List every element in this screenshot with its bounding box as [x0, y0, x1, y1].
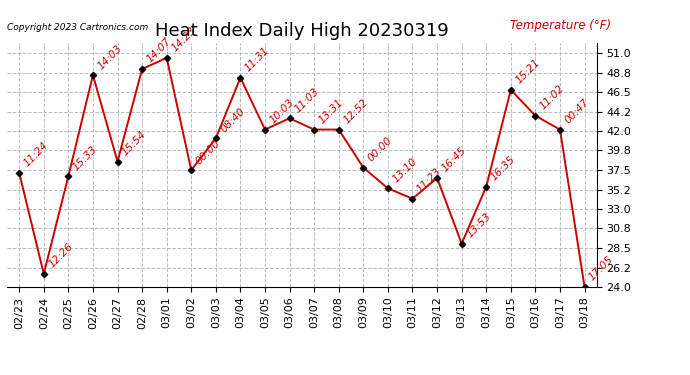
Point: [431, 175, 442, 181]
Point: [333, 126, 344, 132]
Text: 14:03: 14:03: [96, 43, 124, 71]
Text: 11:31: 11:31: [243, 45, 271, 74]
Point: [555, 126, 566, 132]
Point: [481, 184, 492, 190]
Text: 11:03: 11:03: [293, 86, 321, 114]
Text: 14:23: 14:23: [170, 26, 198, 54]
Point: [579, 284, 590, 290]
Text: 15:54: 15:54: [120, 129, 148, 158]
Point: [161, 55, 172, 61]
Text: 15:33: 15:33: [71, 144, 99, 172]
Point: [137, 66, 148, 72]
Point: [88, 72, 99, 78]
Text: Copyright 2023 Cartronics.com: Copyright 2023 Cartronics.com: [7, 23, 148, 32]
Point: [284, 116, 295, 122]
Text: 00:00: 00:00: [366, 135, 395, 164]
Point: [358, 165, 369, 171]
Point: [235, 75, 246, 81]
Text: 11:24: 11:24: [22, 140, 50, 169]
Point: [308, 126, 319, 132]
Text: 10:03: 10:03: [268, 97, 296, 125]
Point: [38, 271, 49, 277]
Text: 12:52: 12:52: [342, 97, 370, 125]
Point: [530, 113, 541, 119]
Text: 17:05: 17:05: [587, 254, 615, 283]
Text: 16:45: 16:45: [440, 146, 468, 174]
Text: 13:31: 13:31: [317, 97, 345, 125]
Text: 08:40: 08:40: [219, 106, 247, 134]
Text: 11:23: 11:23: [415, 166, 444, 195]
Text: 13:53: 13:53: [464, 211, 493, 240]
Point: [456, 241, 467, 247]
Point: [407, 196, 418, 202]
Point: [63, 173, 74, 179]
Text: 16:35: 16:35: [489, 154, 518, 183]
Text: 11:02: 11:02: [538, 83, 566, 112]
Point: [210, 135, 221, 141]
Text: 12:26: 12:26: [46, 242, 75, 270]
Point: [505, 87, 516, 93]
Title: Heat Index Daily High 20230319: Heat Index Daily High 20230319: [155, 22, 449, 40]
Point: [259, 126, 270, 132]
Text: Temperature (°F): Temperature (°F): [509, 19, 611, 32]
Point: [382, 185, 393, 191]
Point: [186, 167, 197, 173]
Point: [112, 159, 123, 165]
Text: 00:47: 00:47: [563, 97, 591, 125]
Text: 14:07: 14:07: [145, 37, 173, 65]
Text: 13:10: 13:10: [391, 156, 419, 184]
Point: [14, 170, 25, 176]
Text: 15:21: 15:21: [513, 57, 542, 86]
Text: 00:00: 00:00: [194, 138, 222, 166]
